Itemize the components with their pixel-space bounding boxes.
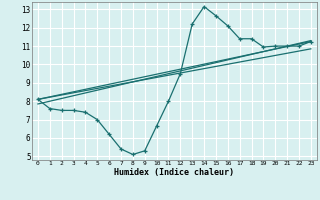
X-axis label: Humidex (Indice chaleur): Humidex (Indice chaleur): [115, 168, 234, 177]
